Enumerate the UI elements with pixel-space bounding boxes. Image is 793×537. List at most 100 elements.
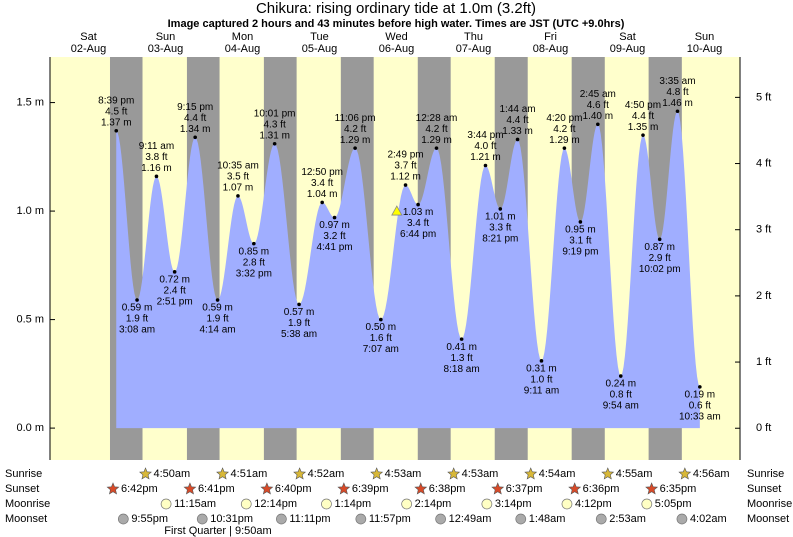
extreme-label: 1.12 m bbox=[390, 172, 421, 183]
moon-icon bbox=[676, 513, 688, 525]
event-time: 1:48am bbox=[529, 513, 566, 525]
extreme-label: 4.2 ft bbox=[344, 124, 366, 135]
extreme-label: 0.59 m bbox=[202, 303, 233, 314]
extreme-label: 0.87 m bbox=[644, 242, 675, 253]
event-time: 4:54am bbox=[539, 468, 576, 480]
star-icon bbox=[370, 467, 384, 480]
extreme-point bbox=[114, 128, 119, 133]
event-time: 1:14pm bbox=[334, 498, 371, 510]
event-time: 2:53am bbox=[609, 513, 646, 525]
event-time: 6:37pm bbox=[506, 483, 543, 495]
star-icon bbox=[645, 482, 659, 495]
extreme-label: 1.07 m bbox=[223, 183, 254, 194]
extreme-label: 4.8 ft bbox=[666, 87, 688, 98]
extreme-label: 1.29 m bbox=[549, 135, 580, 146]
y-tick-label: 0.0 m bbox=[16, 422, 44, 434]
moon-icon bbox=[481, 498, 493, 510]
extreme-label: 6:44 pm bbox=[400, 229, 436, 240]
extreme-label: 3:44 pm bbox=[467, 130, 503, 141]
event-time: 2:14pm bbox=[415, 498, 452, 510]
extreme-label: 9:15 pm bbox=[177, 102, 213, 113]
date-label: 02-Aug bbox=[71, 43, 106, 55]
y2-tick-label: 5 ft bbox=[756, 91, 771, 103]
weekday-label: Sun bbox=[156, 31, 176, 43]
extreme-point bbox=[675, 109, 680, 114]
y-tick-label: 1.0 m bbox=[16, 205, 44, 217]
extreme-label: 9:54 am bbox=[603, 401, 639, 412]
event-time: 6:38pm bbox=[429, 483, 466, 495]
event-time: 4:12pm bbox=[575, 498, 612, 510]
event-time: 12:14pm bbox=[254, 498, 297, 510]
extreme-label: 0.95 m bbox=[565, 225, 596, 236]
moon-icon bbox=[240, 498, 252, 510]
chart-title: Chikura: rising ordinary tide at 1.0m (3… bbox=[256, 0, 536, 17]
extreme-point bbox=[459, 337, 464, 341]
extreme-label: 0.19 m bbox=[685, 390, 716, 401]
extreme-label: 3:32 pm bbox=[236, 268, 272, 279]
moon-icon bbox=[196, 513, 208, 525]
weekday-label: Mon bbox=[232, 31, 253, 43]
extreme-point bbox=[434, 146, 439, 150]
event-time: 4:52am bbox=[308, 468, 345, 480]
date-label: 03-Aug bbox=[148, 43, 183, 55]
extreme-label: 4:14 am bbox=[200, 325, 236, 336]
extreme-label: 10:02 pm bbox=[639, 264, 681, 275]
extreme-label: 1.31 m bbox=[259, 130, 290, 141]
extreme-label: 1.16 m bbox=[141, 163, 172, 174]
extreme-label: 1.01 m bbox=[485, 212, 516, 223]
extreme-label: 0.59 m bbox=[122, 303, 153, 314]
weekday-label: Thu bbox=[464, 31, 483, 43]
moon-icon bbox=[117, 513, 129, 525]
extreme-label: 4.4 ft bbox=[506, 115, 528, 126]
weekday-label: Tue bbox=[310, 31, 329, 43]
extreme-label: 1.9 ft bbox=[288, 318, 310, 329]
extreme-label: 3.2 ft bbox=[323, 231, 345, 242]
extreme-label: 5:38 am bbox=[281, 329, 317, 340]
event-time: 3:14pm bbox=[495, 498, 532, 510]
extreme-label: 1.40 m bbox=[583, 111, 614, 122]
moon-icon bbox=[641, 498, 653, 510]
row-label: Moonset bbox=[747, 513, 789, 525]
extreme-label: 4:20 pm bbox=[546, 113, 582, 124]
extreme-label: 9:19 pm bbox=[562, 247, 598, 258]
y2-tick-label: 4 ft bbox=[756, 157, 771, 169]
extreme-label: 12:50 pm bbox=[301, 167, 343, 178]
extreme-label: 1.29 m bbox=[340, 135, 371, 146]
tide-area bbox=[116, 111, 700, 429]
date-label: 09-Aug bbox=[610, 43, 645, 55]
extreme-point bbox=[416, 202, 420, 207]
event-time: 6:41pm bbox=[198, 483, 235, 495]
extreme-label: 0.50 m bbox=[366, 322, 397, 333]
extreme-label: 9:11 am bbox=[139, 141, 174, 152]
event-time: 11:15am bbox=[174, 498, 216, 510]
extreme-label: 1.3 ft bbox=[451, 353, 473, 364]
event-time: 4:51am bbox=[231, 468, 268, 480]
extreme-point bbox=[698, 385, 702, 389]
extreme-label: 7:07 am bbox=[363, 344, 399, 355]
event-time: 4:53am bbox=[385, 468, 422, 480]
extreme-label: 0.85 m bbox=[239, 246, 270, 257]
star-icon bbox=[106, 482, 120, 495]
event-time: 4:53am bbox=[462, 468, 499, 480]
extreme-label: 2.8 ft bbox=[243, 257, 265, 268]
extreme-label: 11:06 pm bbox=[335, 113, 376, 124]
date-label: 04-Aug bbox=[225, 43, 260, 55]
extreme-label: 3.1 ft bbox=[569, 236, 591, 247]
date-label: 06-Aug bbox=[379, 43, 414, 55]
extreme-label: 3.7 ft bbox=[394, 161, 416, 172]
extreme-point bbox=[515, 137, 520, 142]
extreme-label: 3.4 ft bbox=[311, 178, 333, 189]
date-label: 07-Aug bbox=[456, 43, 491, 55]
extreme-label: 4:50 pm bbox=[625, 100, 661, 111]
star-icon bbox=[568, 482, 582, 495]
event-time: 10:31pm bbox=[210, 513, 253, 525]
extreme-label: 0.8 ft bbox=[610, 390, 632, 401]
row-label: Sunrise bbox=[5, 468, 42, 480]
extreme-label: 1.9 ft bbox=[206, 314, 228, 325]
extreme-label: 4.2 ft bbox=[425, 124, 447, 135]
y2-tick-label: 0 ft bbox=[756, 422, 771, 434]
extreme-label: 0.41 m bbox=[446, 342, 477, 353]
event-time: 6:40pm bbox=[275, 483, 312, 495]
event-time: 4:55am bbox=[616, 468, 653, 480]
y-tick-label: 0.5 m bbox=[16, 313, 44, 325]
